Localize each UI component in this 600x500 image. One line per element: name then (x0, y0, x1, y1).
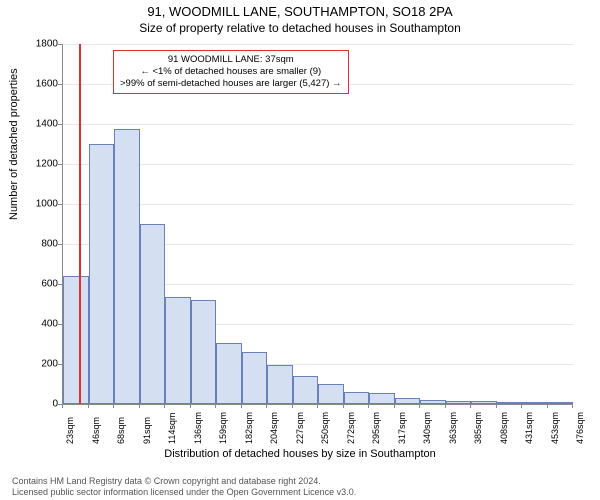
x-tick-label: 250sqm (320, 412, 330, 444)
histogram-bar (165, 297, 191, 404)
x-tick-label: 46sqm (91, 417, 101, 444)
histogram-bar (63, 276, 89, 404)
x-tick-mark (572, 404, 573, 408)
x-tick-mark (419, 404, 420, 408)
histogram-bar (242, 352, 268, 404)
y-tick-label: 0 (8, 399, 58, 410)
histogram-bar (140, 224, 166, 404)
x-tick-mark (470, 404, 471, 408)
footer-attribution: Contains HM Land Registry data © Crown c… (12, 476, 356, 498)
y-tick-mark (58, 244, 62, 245)
footer-line-2: Licensed public sector information licen… (12, 487, 356, 498)
histogram-bar (446, 401, 472, 404)
gridline (63, 164, 573, 165)
x-axis-label: Distribution of detached houses by size … (0, 448, 600, 460)
y-tick-mark (58, 164, 62, 165)
annotation-line: >99% of semi-detached houses are larger … (120, 78, 342, 90)
histogram-bar (420, 400, 446, 404)
x-tick-label: 272sqm (346, 412, 356, 444)
x-tick-mark (139, 404, 140, 408)
annotation-line: ← <1% of detached houses are smaller (9) (120, 66, 342, 78)
x-tick-label: 431sqm (524, 412, 534, 444)
histogram-bar (318, 384, 344, 404)
x-tick-mark (547, 404, 548, 408)
x-tick-label: 114sqm (167, 413, 177, 444)
x-tick-label: 227sqm (295, 412, 305, 444)
x-tick-label: 476sqm (575, 412, 585, 444)
x-tick-mark (343, 404, 344, 408)
x-tick-label: 182sqm (244, 412, 254, 444)
x-tick-mark (292, 404, 293, 408)
histogram-bar (548, 402, 574, 404)
y-tick-label: 200 (8, 359, 58, 370)
x-tick-mark (496, 404, 497, 408)
histogram-bar (497, 402, 523, 404)
gridline (63, 204, 573, 205)
chart-plot-area: 91 WOODMILL LANE: 37sqm← <1% of detached… (62, 44, 573, 405)
y-tick-label: 1600 (8, 79, 58, 90)
y-tick-mark (58, 204, 62, 205)
x-tick-label: 159sqm (218, 412, 228, 444)
histogram-bar (471, 401, 497, 404)
x-tick-label: 385sqm (473, 412, 483, 444)
x-tick-mark (521, 404, 522, 408)
y-tick-label: 1800 (8, 39, 58, 50)
marker-line (79, 44, 81, 404)
x-tick-mark (113, 404, 114, 408)
x-tick-label: 204sqm (269, 412, 279, 444)
x-tick-mark (62, 404, 63, 408)
histogram-bar (293, 376, 319, 404)
x-tick-label: 408sqm (499, 412, 509, 444)
x-tick-mark (190, 404, 191, 408)
annotation-box: 91 WOODMILL LANE: 37sqm← <1% of detached… (113, 50, 349, 94)
x-tick-mark (88, 404, 89, 408)
histogram-bar (216, 343, 242, 404)
x-tick-label: 23sqm (65, 417, 75, 444)
y-tick-label: 1200 (8, 159, 58, 170)
y-tick-label: 400 (8, 319, 58, 330)
y-tick-label: 1000 (8, 199, 58, 210)
x-tick-mark (241, 404, 242, 408)
x-tick-mark (394, 404, 395, 408)
x-tick-mark (317, 404, 318, 408)
annotation-line: 91 WOODMILL LANE: 37sqm (120, 54, 342, 66)
x-tick-label: 453sqm (550, 412, 560, 444)
x-tick-label: 136sqm (193, 412, 203, 444)
histogram-bar (369, 393, 395, 404)
histogram-bar (344, 392, 370, 404)
x-tick-mark (164, 404, 165, 408)
histogram-bar (267, 365, 293, 404)
y-tick-mark (58, 84, 62, 85)
y-tick-mark (58, 124, 62, 125)
page-subtitle: Size of property relative to detached ho… (0, 21, 600, 37)
y-axis-label: Number of detached properties (8, 68, 20, 220)
x-tick-mark (215, 404, 216, 408)
y-tick-mark (58, 364, 62, 365)
histogram-bar (395, 398, 421, 404)
y-tick-mark (58, 284, 62, 285)
x-tick-mark (368, 404, 369, 408)
histogram-bar (114, 129, 140, 404)
y-tick-mark (58, 324, 62, 325)
gridline (63, 44, 573, 45)
histogram-bar (522, 402, 548, 404)
x-tick-label: 363sqm (448, 412, 458, 444)
histogram-bar (89, 144, 115, 404)
x-tick-label: 91sqm (142, 417, 152, 444)
y-tick-label: 600 (8, 279, 58, 290)
y-tick-label: 800 (8, 239, 58, 250)
x-tick-label: 295sqm (371, 412, 381, 444)
y-tick-mark (58, 44, 62, 45)
page-title: 91, WOODMILL LANE, SOUTHAMPTON, SO18 2PA (0, 0, 600, 21)
gridline (63, 124, 573, 125)
x-tick-mark (266, 404, 267, 408)
x-tick-label: 68sqm (116, 417, 126, 444)
x-tick-mark (445, 404, 446, 408)
y-tick-label: 1400 (8, 119, 58, 130)
histogram-bar (191, 300, 217, 404)
x-tick-label: 340sqm (422, 412, 432, 444)
footer-line-1: Contains HM Land Registry data © Crown c… (12, 476, 356, 487)
x-tick-label: 317sqm (397, 412, 407, 444)
